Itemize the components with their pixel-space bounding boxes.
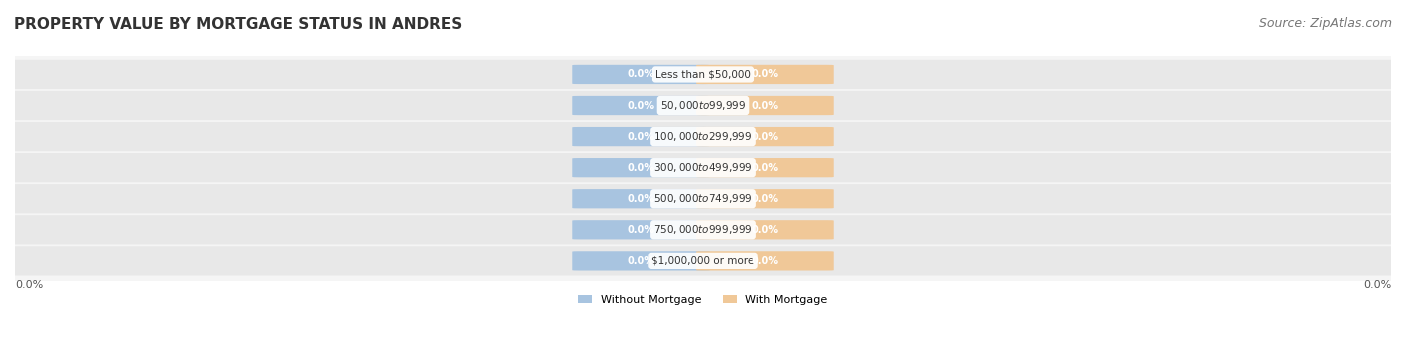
FancyBboxPatch shape	[1, 91, 1405, 120]
FancyBboxPatch shape	[696, 65, 834, 84]
Text: 0.0%: 0.0%	[751, 256, 779, 266]
Text: $50,000 to $99,999: $50,000 to $99,999	[659, 99, 747, 112]
Legend: Without Mortgage, With Mortgage: Without Mortgage, With Mortgage	[574, 290, 832, 309]
FancyBboxPatch shape	[1, 122, 1405, 151]
FancyBboxPatch shape	[696, 189, 834, 208]
FancyBboxPatch shape	[696, 251, 834, 271]
FancyBboxPatch shape	[572, 220, 710, 239]
Text: 0.0%: 0.0%	[1362, 280, 1391, 290]
FancyBboxPatch shape	[696, 96, 834, 115]
Text: $100,000 to $299,999: $100,000 to $299,999	[654, 130, 752, 143]
Text: Less than $50,000: Less than $50,000	[655, 69, 751, 80]
Text: 0.0%: 0.0%	[627, 101, 655, 111]
FancyBboxPatch shape	[696, 220, 834, 239]
FancyBboxPatch shape	[696, 127, 834, 146]
FancyBboxPatch shape	[696, 158, 834, 177]
FancyBboxPatch shape	[572, 189, 710, 208]
Text: 0.0%: 0.0%	[627, 225, 655, 235]
Text: 0.0%: 0.0%	[751, 225, 779, 235]
Text: $750,000 to $999,999: $750,000 to $999,999	[654, 223, 752, 236]
FancyBboxPatch shape	[1, 246, 1405, 275]
Text: 0.0%: 0.0%	[751, 101, 779, 111]
FancyBboxPatch shape	[1, 60, 1405, 89]
Text: 0.0%: 0.0%	[751, 69, 779, 80]
Text: Source: ZipAtlas.com: Source: ZipAtlas.com	[1258, 17, 1392, 30]
FancyBboxPatch shape	[1, 153, 1405, 182]
FancyBboxPatch shape	[572, 127, 710, 146]
Text: 0.0%: 0.0%	[627, 163, 655, 173]
FancyBboxPatch shape	[572, 251, 710, 271]
Text: 0.0%: 0.0%	[15, 280, 44, 290]
Text: 0.0%: 0.0%	[627, 69, 655, 80]
Text: 0.0%: 0.0%	[627, 132, 655, 141]
Text: 0.0%: 0.0%	[751, 132, 779, 141]
Text: 0.0%: 0.0%	[751, 163, 779, 173]
FancyBboxPatch shape	[572, 158, 710, 177]
Text: 0.0%: 0.0%	[751, 194, 779, 204]
Text: $1,000,000 or more: $1,000,000 or more	[651, 256, 755, 266]
Text: $500,000 to $749,999: $500,000 to $749,999	[654, 192, 752, 205]
FancyBboxPatch shape	[1, 184, 1405, 213]
FancyBboxPatch shape	[572, 96, 710, 115]
FancyBboxPatch shape	[572, 65, 710, 84]
Text: $300,000 to $499,999: $300,000 to $499,999	[654, 161, 752, 174]
FancyBboxPatch shape	[1, 215, 1405, 244]
Text: PROPERTY VALUE BY MORTGAGE STATUS IN ANDRES: PROPERTY VALUE BY MORTGAGE STATUS IN AND…	[14, 17, 463, 32]
Text: 0.0%: 0.0%	[627, 256, 655, 266]
Text: 0.0%: 0.0%	[627, 194, 655, 204]
